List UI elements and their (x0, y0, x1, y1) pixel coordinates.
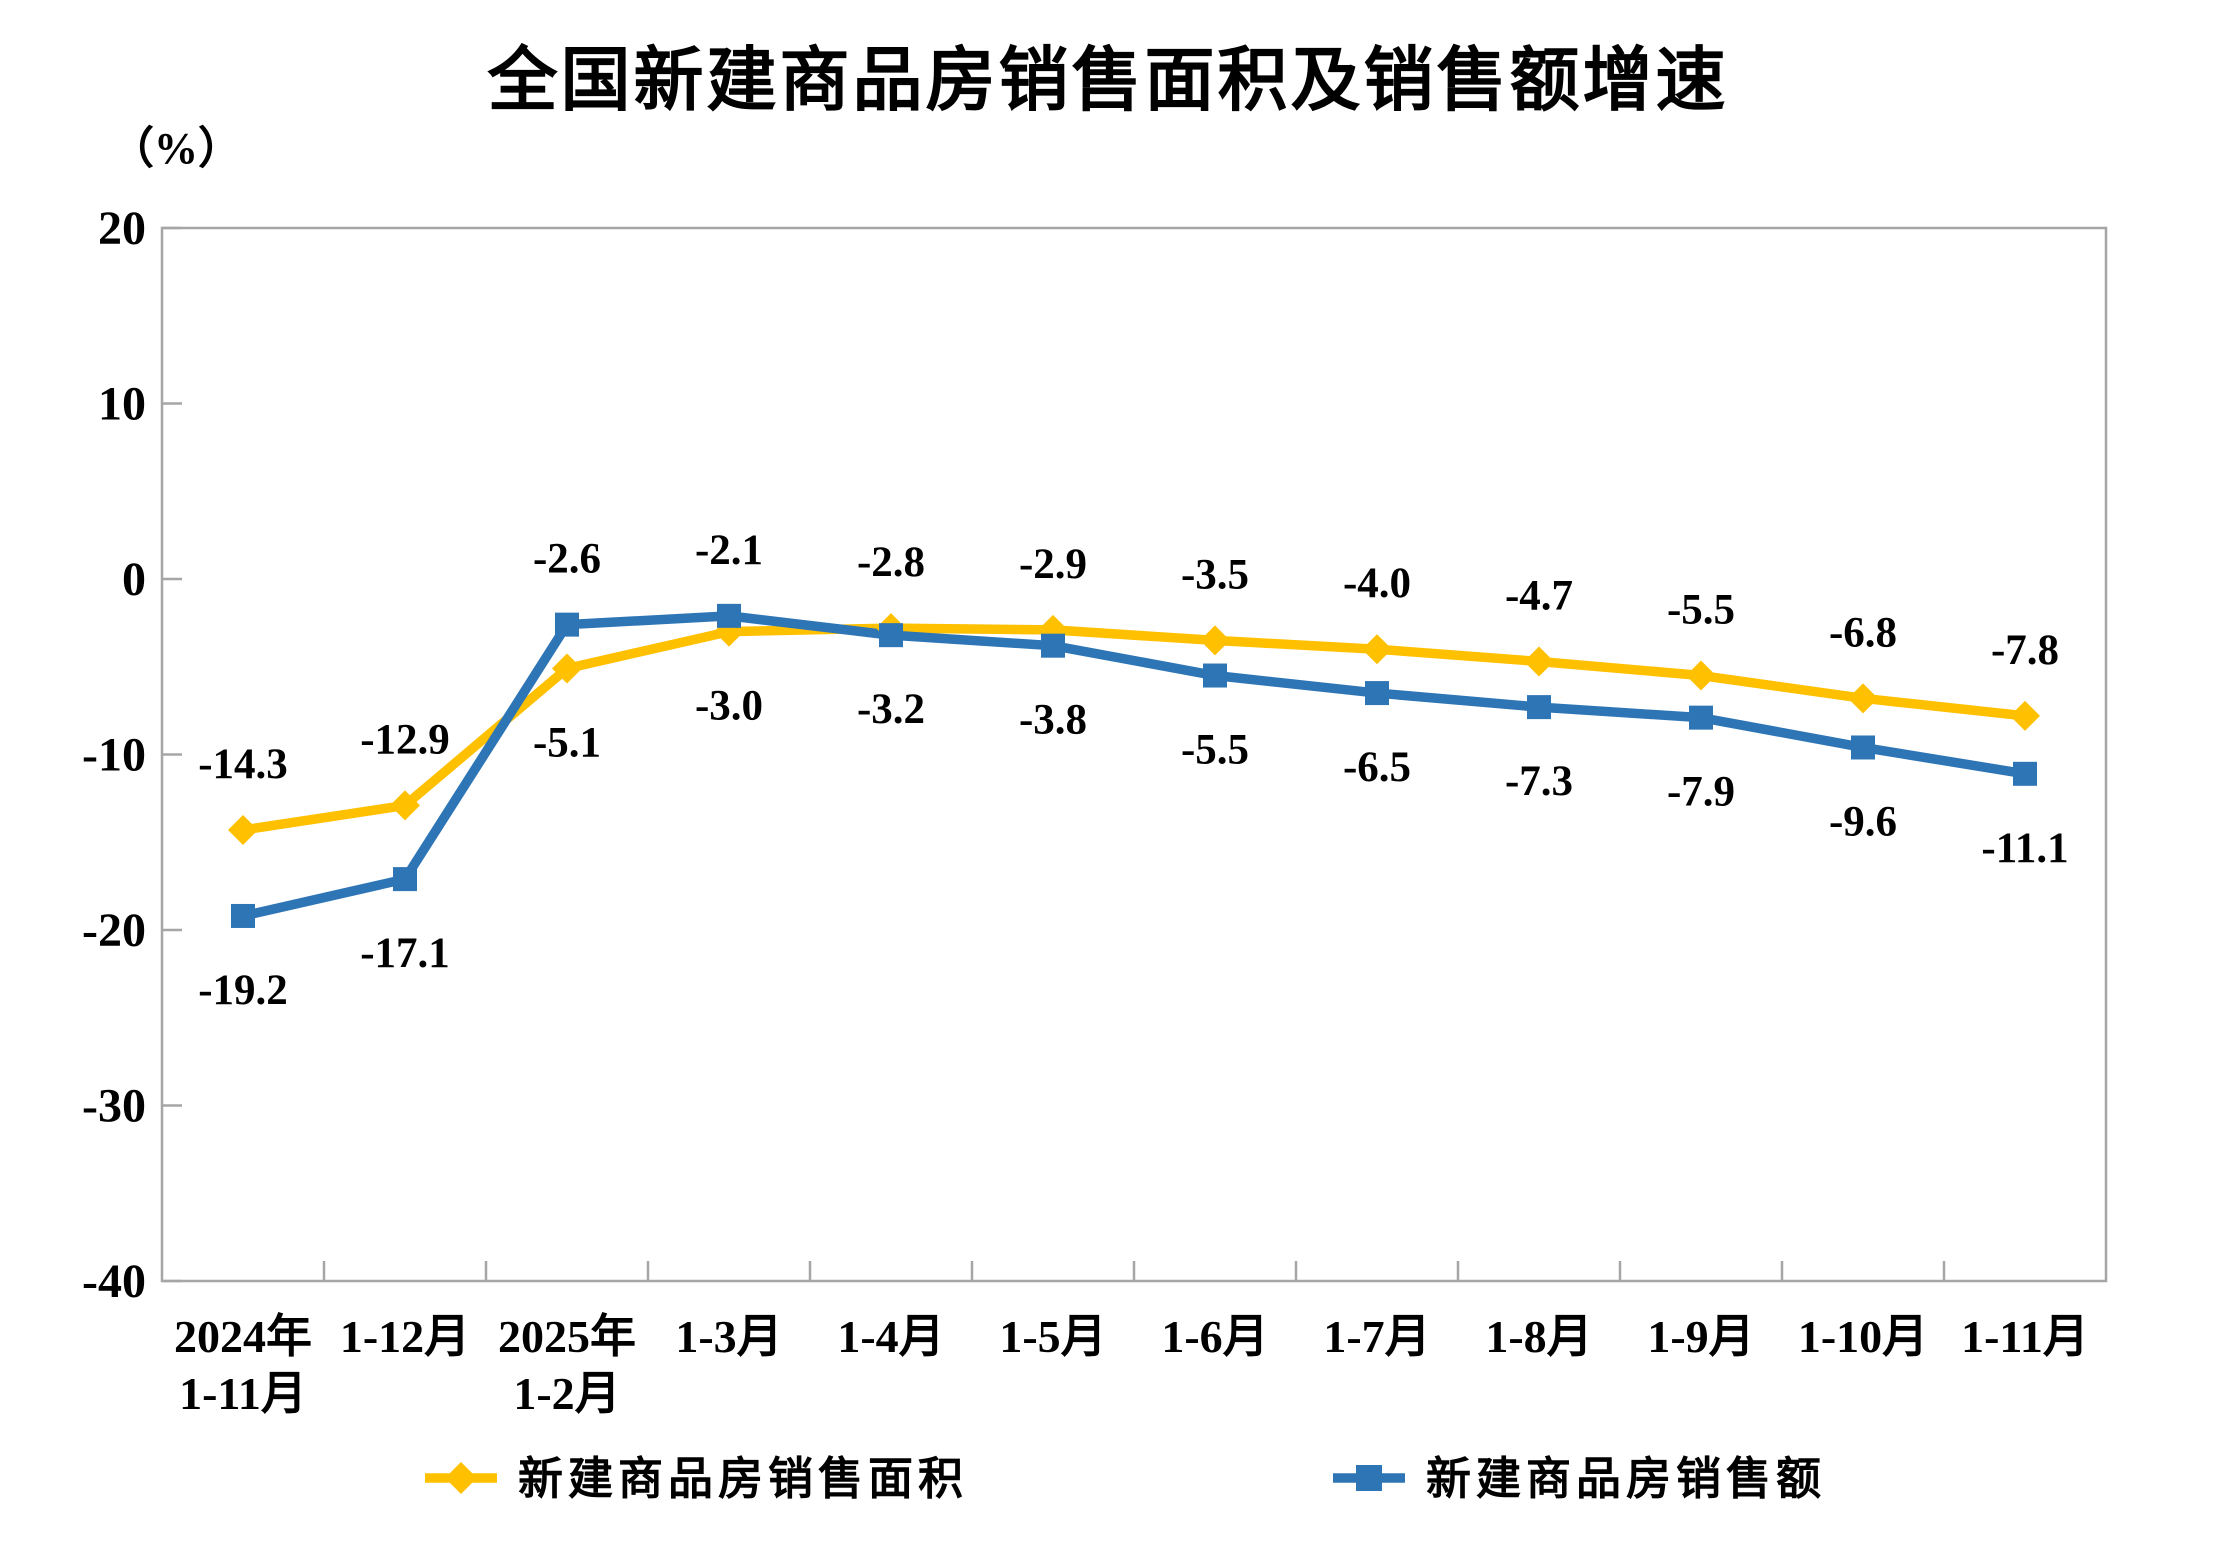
data-point-marker-1 (717, 603, 741, 628)
x-axis-category-label: 1-7月 (1323, 1311, 1430, 1362)
data-point-marker-0 (1362, 634, 1392, 665)
data-label-0: -6.8 (1829, 609, 1897, 656)
data-point-marker-1 (1689, 705, 1713, 730)
data-label-1: -17.1 (360, 930, 450, 977)
x-axis-category-label: 1-8月 (1485, 1311, 1592, 1362)
data-label-0: -4.7 (1505, 572, 1573, 619)
x-axis-category-label: 1-6月 (1161, 1311, 1268, 1362)
data-point-marker-0 (2010, 700, 2040, 731)
data-label-1: -3.2 (857, 686, 925, 733)
data-label-1: -3.8 (1019, 697, 1087, 744)
data-label-0: -5.5 (1667, 587, 1735, 634)
y-axis-tick-label: -20 (82, 904, 146, 957)
y-axis-unit-label: （%） (110, 124, 242, 173)
data-point-marker-0 (390, 790, 420, 821)
data-label-0: -14.3 (198, 741, 288, 788)
data-point-marker-1 (879, 623, 903, 648)
data-point-marker-1 (1365, 681, 1389, 706)
data-point-marker-1 (231, 903, 255, 928)
data-label-1: -5.5 (1181, 727, 1249, 774)
y-axis-tick-label: 10 (98, 378, 146, 431)
data-point-marker-0 (1848, 683, 1878, 714)
legend-marker-1 (1356, 1465, 1382, 1491)
x-axis-category-label: 1-3月 (675, 1311, 782, 1362)
data-point-marker-0 (1200, 625, 1230, 656)
data-point-marker-0 (1524, 646, 1554, 677)
data-point-marker-1 (1527, 695, 1551, 720)
y-axis-tick-label: 20 (98, 202, 146, 255)
data-label-1: -7.9 (1667, 769, 1735, 816)
series-line-1 (238, 611, 2030, 921)
data-point-marker-0 (552, 653, 582, 684)
legend-label-0: 新建商品房销售面积 (518, 1454, 968, 1504)
x-axis-category-label: 1-10月 (1798, 1311, 1928, 1362)
data-point-marker-1 (2013, 761, 2037, 786)
data-label-0: -7.8 (1991, 627, 2059, 674)
data-label-0: -2.8 (857, 539, 925, 586)
x-axis-category-label: 2024年 1-11月 (174, 1311, 312, 1419)
plot-border (160, 226, 2108, 1283)
legend-marker-0 (445, 1462, 477, 1494)
data-point-marker-0 (1686, 660, 1716, 691)
legend-label-1: 新建商品房销售额 (1426, 1454, 1826, 1504)
data-label-1: -2.1 (695, 527, 763, 574)
data-label-1: -19.2 (198, 967, 288, 1014)
data-point-marker-1 (1851, 735, 1875, 760)
x-axis-category-label: 1-12月 (340, 1311, 470, 1362)
y-axis-tick-label: 0 (122, 553, 146, 606)
x-axis-category-label: 1-11月 (1961, 1311, 2089, 1362)
data-point-marker-1 (555, 612, 579, 637)
data-label-0: -5.1 (533, 720, 601, 767)
data-label-0: -4.0 (1343, 560, 1411, 607)
y-axis-tick-label: -30 (82, 1080, 146, 1133)
series-line-0 (238, 623, 2030, 835)
data-label-0: -3.5 (1181, 551, 1249, 598)
data-label-0: -12.9 (360, 716, 450, 763)
data-point-marker-1 (1203, 663, 1227, 688)
x-axis-category-label: 1-9月 (1647, 1311, 1754, 1362)
chart-title: 全国新建商品房销售面积及销售额增速 (487, 41, 1729, 119)
x-axis-category-label: 1-4月 (837, 1311, 944, 1362)
data-label-1: -9.6 (1829, 798, 1897, 845)
y-axis-tick-label: -40 (82, 1255, 146, 1308)
data-point-marker-0 (228, 814, 258, 845)
data-label-1: -7.3 (1505, 758, 1573, 805)
data-label-1: -6.5 (1343, 744, 1411, 791)
y-axis-tick-label: -10 (82, 729, 146, 782)
data-point-marker-1 (1041, 633, 1065, 658)
data-label-1: -11.1 (1981, 825, 2068, 872)
data-label-0: -2.9 (1019, 541, 1087, 588)
x-axis-category-label: 2025年 1-2月 (498, 1311, 636, 1419)
data-point-marker-1 (393, 867, 417, 892)
data-label-0: -3.0 (695, 683, 763, 730)
x-axis-category-label: 1-5月 (999, 1311, 1106, 1362)
data-label-1: -2.6 (533, 536, 601, 583)
